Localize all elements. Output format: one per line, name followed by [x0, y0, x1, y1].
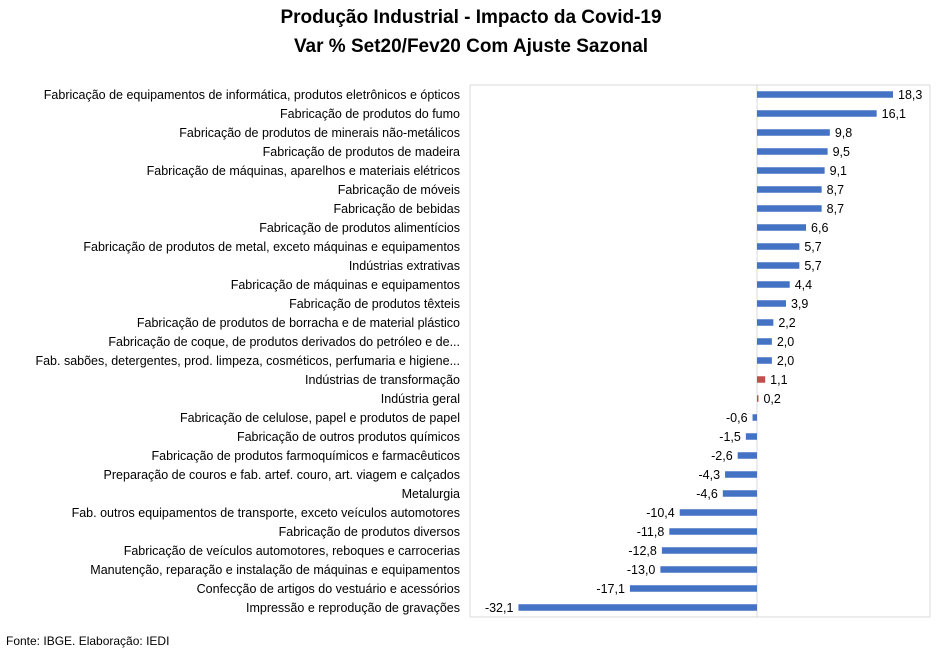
- category-label: Fabricação de produtos de borracha e de …: [137, 316, 460, 330]
- category-label: Metalurgia: [402, 487, 460, 501]
- bar: [757, 281, 790, 288]
- bar: [757, 110, 877, 117]
- value-label: -32,1: [485, 601, 514, 615]
- bar: [757, 243, 800, 250]
- bar: [629, 585, 757, 592]
- value-label: 16,1: [882, 107, 906, 121]
- bar: [757, 300, 786, 307]
- category-label: Impressão e reprodução de gravações: [246, 601, 460, 615]
- value-label: -13,0: [627, 563, 656, 577]
- value-label: 1,1: [770, 373, 787, 387]
- category-label: Fabricação de veículos automotores, rebo…: [124, 544, 460, 558]
- value-label: -12,8: [628, 544, 657, 558]
- category-label: Fabricação de coque, de produtos derivad…: [108, 335, 460, 349]
- category-label: Manutenção, reparação e instalação de má…: [90, 563, 460, 577]
- value-label: 3,9: [791, 297, 808, 311]
- value-label: 5,7: [804, 259, 821, 273]
- category-label: Fab. outros equipamentos de transporte, …: [72, 506, 460, 520]
- grid: [469, 84, 931, 618]
- category-label: Fabricação de equipamentos de informátic…: [44, 88, 460, 102]
- value-label: 2,2: [778, 316, 795, 330]
- value-label: 9,1: [830, 164, 847, 178]
- bar: [757, 91, 893, 98]
- category-label: Fabricação de máquinas, aparelhos e mate…: [147, 164, 460, 178]
- value-label: -17,1: [596, 582, 625, 596]
- bar: [661, 547, 757, 554]
- bar: [757, 148, 828, 155]
- bar: [725, 471, 757, 478]
- chart-title: Produção Industrial - Impacto da Covid-1…: [280, 7, 662, 28]
- value-label: -0,6: [726, 411, 748, 425]
- value-label: -4,3: [698, 468, 720, 482]
- category-label: Indústrias de transformação: [305, 373, 460, 387]
- bar: [757, 129, 830, 136]
- category-label: Fabricação de produtos de minerais não-m…: [179, 126, 460, 140]
- bar: [757, 357, 772, 364]
- value-label: -2,6: [711, 449, 733, 463]
- category-label: Fabricação de bebidas: [334, 202, 460, 216]
- bar: [757, 262, 800, 269]
- bar: [757, 205, 822, 212]
- value-label: 0,2: [763, 392, 780, 406]
- value-label: -11,8: [637, 525, 665, 539]
- bar: [757, 338, 772, 345]
- category-label: Fabricação de produtos do fumo: [280, 107, 460, 121]
- value-label: -4,6: [696, 487, 718, 501]
- value-label: 4,4: [795, 278, 812, 292]
- value-label: 5,7: [804, 240, 821, 254]
- category-label: Indústrias extrativas: [349, 259, 460, 273]
- value-label: 18,3: [898, 88, 922, 102]
- bar: [669, 528, 757, 535]
- source-note: Fonte: IBGE. Elaboração: IEDI: [6, 634, 170, 648]
- value-label: 6,6: [811, 221, 828, 235]
- category-label: Indústria geral: [381, 392, 460, 406]
- bar: [737, 452, 757, 459]
- chart-subtitle: Var % Set20/Fev20 Com Ajuste Sazonal: [293, 36, 649, 57]
- value-label: 2,0: [777, 335, 794, 349]
- bar: [757, 319, 774, 326]
- category-label: Fab. sabões, detergentes, prod. limpeza,…: [35, 354, 460, 368]
- value-label: 9,5: [833, 145, 850, 159]
- bar: [679, 509, 757, 516]
- value-label: -1,5: [719, 430, 741, 444]
- category-label: Fabricação de produtos alimentícios: [259, 221, 460, 235]
- bar: [745, 433, 757, 440]
- bar: [757, 224, 807, 231]
- value-label: -10,4: [646, 506, 675, 520]
- category-label: Fabricação de móveis: [338, 183, 460, 197]
- value-label: 8,7: [827, 183, 844, 197]
- bar: [757, 376, 766, 383]
- bar: [722, 490, 757, 497]
- bar: [757, 167, 825, 174]
- bar: [757, 186, 822, 193]
- category-label: Confecção de artigos do vestuário e aces…: [197, 582, 460, 596]
- category-label: Fabricação de celulose, papel e produtos…: [180, 411, 460, 425]
- bar: [518, 604, 757, 611]
- bar: [660, 566, 757, 573]
- category-label: Fabricação de produtos de madeira: [263, 145, 460, 159]
- value-label: 8,7: [827, 202, 844, 216]
- category-label: Fabricação de produtos farmoquímicos e f…: [152, 449, 460, 463]
- value-label: 2,0: [777, 354, 794, 368]
- category-label: Fabricação de produtos diversos: [279, 525, 460, 539]
- category-label: Fabricação de máquinas e equipamentos: [231, 278, 460, 292]
- bar: [757, 395, 759, 402]
- category-label: Preparação de couros e fab. artef. couro…: [104, 468, 460, 482]
- category-label: Fabricação de produtos de metal, exceto …: [83, 240, 460, 254]
- bar: [752, 414, 757, 421]
- category-label: Fabricação de produtos têxteis: [289, 297, 460, 311]
- category-label: Fabricação de outros produtos químicos: [237, 430, 460, 444]
- value-label: 9,8: [835, 126, 852, 140]
